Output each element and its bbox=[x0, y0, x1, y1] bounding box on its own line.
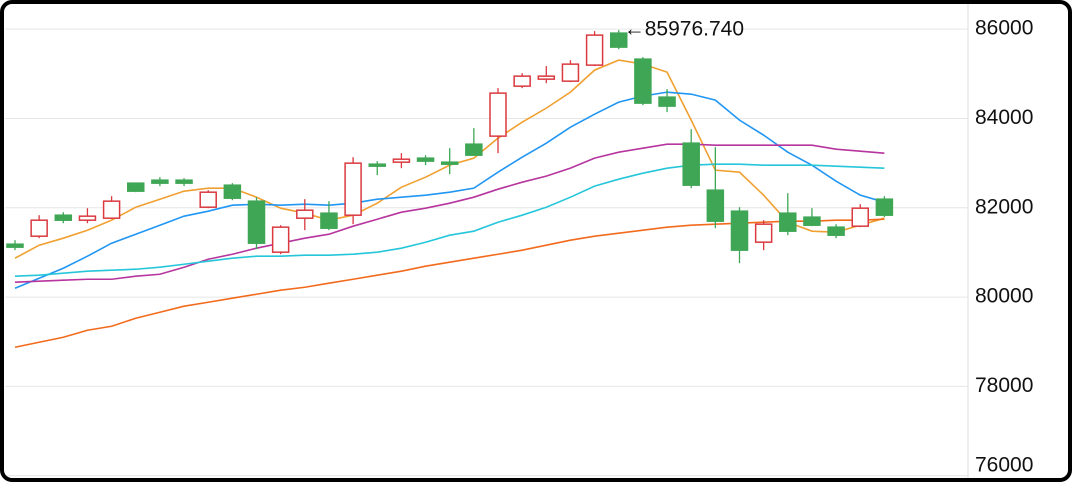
candle-body bbox=[440, 161, 459, 165]
y-tick-label: 84000 bbox=[975, 106, 1033, 129]
candle-body bbox=[199, 191, 217, 208]
candle-body bbox=[151, 179, 169, 184]
candle-body bbox=[54, 214, 73, 221]
candle-body bbox=[682, 142, 700, 186]
candle-body bbox=[730, 210, 749, 251]
y-tick-label: 80000 bbox=[975, 285, 1033, 308]
candle-body bbox=[513, 75, 531, 87]
candle-body bbox=[271, 226, 290, 253]
candle-body bbox=[465, 143, 483, 156]
y-tick-label: 76000 bbox=[975, 454, 1033, 477]
candle-body bbox=[779, 212, 797, 232]
candle-body bbox=[392, 158, 411, 163]
candle-body bbox=[610, 32, 628, 48]
candle-body bbox=[827, 226, 845, 236]
candle-body bbox=[127, 182, 145, 192]
candle-body bbox=[344, 162, 362, 216]
annotation: ←85976.740 bbox=[624, 18, 744, 41]
ma-line bbox=[14, 91, 885, 289]
candle-body bbox=[634, 58, 652, 104]
candle-body bbox=[658, 96, 676, 107]
candle-body bbox=[30, 219, 48, 237]
candle-body bbox=[875, 198, 894, 216]
y-tick-label: 78000 bbox=[975, 374, 1033, 397]
candle-body bbox=[320, 212, 338, 229]
candle-body bbox=[223, 184, 242, 199]
candle-body bbox=[102, 200, 121, 219]
candle-body bbox=[851, 207, 869, 227]
ma-line bbox=[14, 163, 885, 278]
candle-body bbox=[585, 34, 604, 66]
candle-body bbox=[368, 163, 386, 167]
candle-body bbox=[296, 209, 314, 219]
y-tick-label: 82000 bbox=[975, 195, 1033, 218]
candle-body bbox=[561, 63, 580, 82]
candle-body bbox=[416, 157, 435, 162]
candle-body bbox=[247, 200, 266, 244]
candle-body bbox=[489, 92, 507, 137]
candle-body bbox=[537, 75, 556, 80]
candle-body bbox=[78, 215, 97, 221]
candle-body bbox=[706, 189, 725, 222]
y-tick-label: 86000 bbox=[975, 17, 1033, 40]
candle-body bbox=[754, 223, 773, 243]
ma-line bbox=[14, 143, 885, 284]
ma-line bbox=[14, 218, 885, 349]
candle-body bbox=[803, 216, 821, 226]
candle-body bbox=[6, 243, 24, 248]
candle-body bbox=[175, 179, 193, 184]
